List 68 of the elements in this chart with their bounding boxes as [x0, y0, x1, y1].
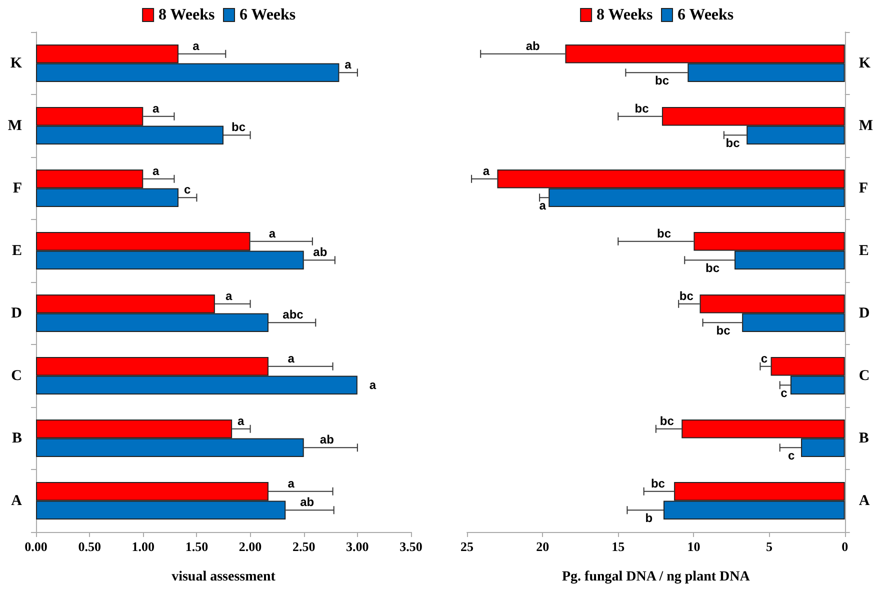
data-label: a	[539, 198, 546, 213]
y-tick-label: E	[12, 242, 22, 259]
data-label: bc	[655, 74, 670, 88]
y-tick-label: A	[11, 492, 22, 509]
data-label: a	[152, 164, 160, 178]
data-label: ab	[320, 432, 334, 447]
x-tick-label: 0.00	[24, 539, 48, 554]
data-label: c	[788, 448, 795, 463]
x-tick-label: 3.50	[400, 539, 422, 554]
x-axis-title: Pg. fungal DNA / ng plant DNA	[562, 570, 751, 584]
x-tick-label: 15	[612, 539, 626, 554]
x-tick-label: 5	[766, 539, 774, 554]
y-tick-label: M	[8, 118, 22, 134]
y-tick-label: A	[858, 492, 870, 509]
x-tick-label: 0.50	[78, 539, 101, 554]
data-label: a	[344, 58, 352, 72]
data-label: a	[226, 288, 233, 303]
data-label: a	[369, 378, 376, 392]
legend-label: 6 Weeks	[678, 6, 734, 24]
x-tick-label: 25	[460, 539, 474, 554]
data-label: a	[288, 476, 295, 490]
y-tick-label: C	[858, 368, 870, 384]
data-label: a	[288, 351, 295, 366]
y-tick-label: K	[10, 55, 22, 72]
data-label: c	[760, 351, 768, 366]
data-label: a	[238, 414, 245, 428]
y-tick-label: E	[858, 242, 869, 259]
data-label: bc	[657, 226, 672, 240]
data-label: ab	[526, 38, 540, 53]
legend-label: 8 Weeks	[158, 6, 215, 24]
data-label: c	[780, 386, 788, 400]
y-tick-label: K	[858, 55, 871, 72]
y-tick-label: D	[858, 305, 870, 322]
x-tick-label: 0	[842, 539, 848, 554]
x-tick-label: 3.00	[346, 539, 369, 554]
y-tick-label: C	[11, 368, 22, 384]
data-label: a	[192, 38, 200, 53]
data-label: bc	[634, 101, 650, 116]
data-label: bc	[726, 136, 740, 150]
data-label: c	[184, 182, 191, 197]
x-tick-label: 1.50	[185, 539, 208, 554]
data-label: b	[645, 511, 653, 526]
y-tick-label: B	[858, 430, 869, 446]
x-tick-label: 10	[687, 539, 700, 554]
x-tick-label: 2.50	[292, 539, 316, 554]
data-label: ab	[300, 495, 314, 510]
x-tick-label: 2.00	[238, 539, 262, 554]
y-tick-label: F	[858, 180, 868, 196]
y-tick-label: M	[858, 118, 874, 134]
data-label: bc	[660, 414, 674, 428]
data-label: bc	[679, 288, 694, 303]
data-label: a	[152, 101, 160, 116]
legend-label: 8 Weeks	[596, 6, 653, 24]
y-tick-label: D	[11, 305, 22, 322]
x-tick-label: 1.00	[132, 539, 155, 554]
legend-label: 6 Weeks	[240, 6, 296, 24]
data-label: ab	[313, 245, 328, 260]
data-label: bc	[232, 120, 246, 134]
data-label: bc	[650, 476, 666, 490]
x-tick-label: 20	[536, 539, 550, 554]
x-axis-title: visual assessment	[172, 570, 276, 584]
y-tick-label: F	[12, 180, 22, 196]
data-label: bc	[716, 324, 731, 338]
data-label: a	[268, 226, 276, 240]
data-label: a	[482, 164, 490, 178]
data-label: abc	[282, 308, 304, 322]
y-tick-label: B	[12, 430, 22, 446]
data-label: bc	[706, 261, 720, 276]
